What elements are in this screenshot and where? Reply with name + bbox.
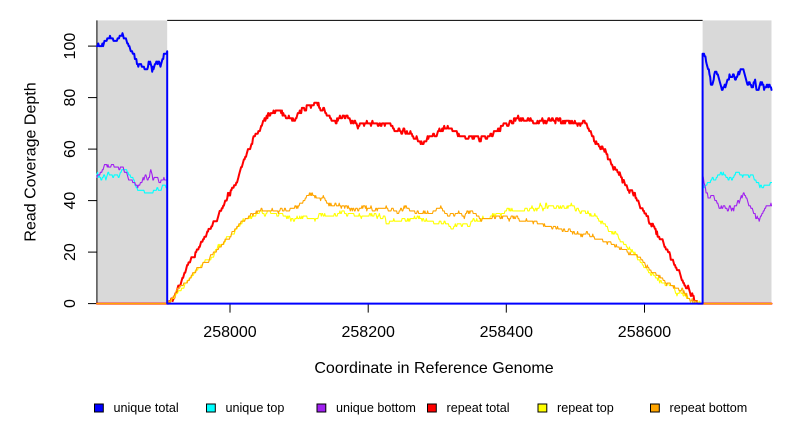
svg-text:60: 60 [62, 140, 79, 158]
svg-text:unique total: unique total [114, 401, 179, 415]
svg-text:258400: 258400 [480, 324, 533, 341]
svg-text:80: 80 [62, 89, 79, 107]
svg-text:258200: 258200 [342, 324, 395, 341]
svg-text:Coordinate in Reference Genome: Coordinate in Reference Genome [314, 360, 553, 377]
svg-text:40: 40 [62, 192, 79, 210]
svg-text:100: 100 [62, 33, 79, 60]
svg-text:258600: 258600 [618, 324, 671, 341]
svg-text:repeat bottom: repeat bottom [670, 401, 748, 415]
svg-text:repeat top: repeat top [557, 401, 614, 415]
svg-text:unique top: unique top [226, 401, 285, 415]
svg-text:repeat total: repeat total [447, 401, 510, 415]
svg-text:unique bottom: unique bottom [336, 401, 416, 415]
svg-text:Read Coverage Depth: Read Coverage Depth [23, 82, 40, 241]
svg-text:0: 0 [62, 299, 79, 308]
svg-text:258000: 258000 [203, 324, 256, 341]
svg-text:20: 20 [62, 243, 79, 261]
